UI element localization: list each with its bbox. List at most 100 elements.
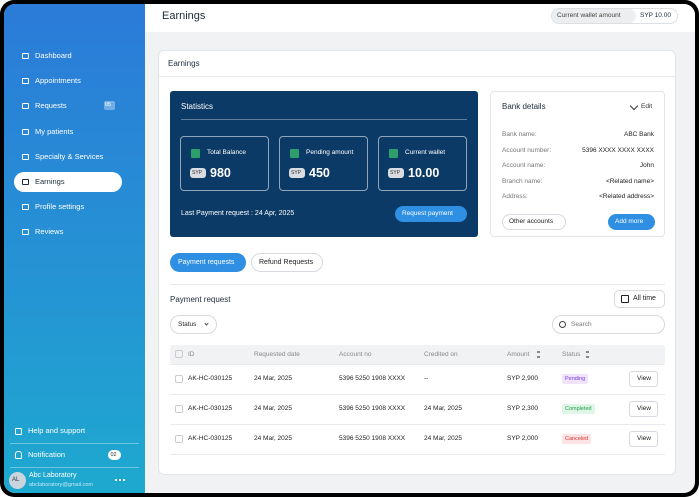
table-cell: 5396 5250 1908 XXXX	[339, 435, 406, 442]
wallet-pill: Current wallet amount SYP 10.00	[551, 8, 678, 24]
nav-item[interactable]: My patients	[35, 126, 74, 136]
nav-icon	[22, 78, 29, 85]
notification-link[interactable]: Notification	[28, 450, 66, 459]
currency-pill: SYP	[190, 168, 206, 178]
calendar-icon	[621, 295, 629, 303]
checkbox[interactable]	[175, 350, 183, 358]
tile-label: Total Balance	[207, 149, 247, 156]
row-divider	[170, 454, 665, 455]
bank-field-value: <Related name>	[605, 177, 654, 185]
stat-tile: Pending amount SYP 450	[279, 136, 368, 191]
add-more-button[interactable]: Add more	[608, 214, 655, 230]
tile-label: Current wallet	[405, 149, 446, 156]
view-button[interactable]: View	[629, 371, 658, 387]
table-cell: SYP 2,000	[507, 435, 538, 442]
nav-item[interactable]: Reviews	[35, 227, 64, 237]
checkbox[interactable]	[175, 405, 183, 413]
edit-link[interactable]: Edit	[641, 103, 653, 110]
nav-icon	[22, 103, 29, 110]
divider	[10, 443, 139, 444]
nav-item[interactable]: Specialty & Services	[35, 151, 104, 161]
table-cell: 24 Mar, 2025	[424, 435, 462, 442]
bank-field-label: Branch name:	[502, 177, 543, 185]
tile-icon	[290, 149, 299, 158]
nav-item[interactable]: Dashboard	[35, 51, 72, 60]
badge-text: 02	[110, 452, 117, 458]
button-label: Add more	[615, 218, 644, 225]
column-header: Credited on	[424, 350, 458, 358]
row-divider	[170, 364, 665, 365]
nav-icon	[22, 128, 29, 135]
bank-field-value: 5396 XXXX XXXX XXXX	[582, 146, 654, 154]
column-header: Account no	[339, 350, 372, 358]
table-cell: 24 Mar, 2025	[254, 375, 292, 382]
wallet-label: Current wallet amount	[557, 12, 621, 19]
table-cell: AK-HC-030125	[188, 405, 233, 412]
other-accounts-button[interactable]: Other accounts	[502, 214, 566, 230]
tile-icon	[389, 149, 398, 158]
column-header: ID	[188, 350, 195, 358]
tab-label: Refund Requests	[259, 258, 314, 266]
all-time-button[interactable]: All time	[614, 290, 665, 308]
tile-amount: 980	[210, 166, 231, 180]
bell-icon	[15, 451, 22, 459]
currency: SYP	[192, 170, 203, 176]
bank-field-value: ABC Bank	[624, 131, 654, 138]
edit-icon[interactable]	[629, 101, 639, 111]
more-icon[interactable]	[115, 479, 125, 481]
button-label: Other accounts	[509, 218, 554, 225]
table-header-bg	[170, 345, 665, 364]
nav-item[interactable]: Requests	[35, 101, 67, 111]
table-cell: SYP 2,300	[507, 405, 538, 412]
stat-tile: Current wallet SYP 10.00	[378, 136, 467, 191]
bank-field-label: Account name:	[502, 162, 546, 170]
statistics-panel: Statistics Total Balance SYP 980 Pending amo…	[170, 91, 478, 237]
status-text: Canceled	[565, 436, 589, 442]
status-text: Pending	[565, 376, 586, 382]
checkbox[interactable]	[175, 375, 183, 383]
nav-item[interactable]: Earnings	[35, 177, 65, 186]
table-cell: 5396 5250 1908 XXXX	[339, 405, 406, 412]
sidebar: Dashboard Appointments Requests My patients…	[4, 4, 145, 493]
status-filter[interactable]: Status	[170, 315, 217, 334]
tab-active[interactable]: Payment requests	[170, 253, 246, 272]
table-cell: AK-HC-030125	[188, 375, 233, 382]
chevron	[204, 321, 209, 326]
tab[interactable]: Refund Requests	[251, 253, 323, 272]
help-link[interactable]: Help and support	[28, 426, 86, 435]
button-label: All time	[633, 295, 656, 302]
sort-icon	[586, 351, 589, 358]
checkbox[interactable]	[175, 435, 183, 443]
bank-field-label: Bank name:	[502, 131, 537, 138]
button-label: View	[637, 405, 651, 412]
divider	[170, 284, 665, 285]
table-cell: --	[424, 375, 429, 382]
request-payment-button[interactable]: Request payment	[395, 206, 467, 222]
divider	[181, 119, 467, 120]
currency-pill: SYP	[388, 168, 404, 178]
button-label: Request payment	[402, 210, 453, 217]
row-divider	[170, 394, 665, 395]
page-title: Earnings	[162, 10, 206, 22]
nav-icon	[22, 153, 29, 160]
currency: SYP	[390, 170, 401, 176]
search-input[interactable]: Search	[552, 315, 665, 334]
sort-icon	[537, 351, 540, 358]
avatar: AL	[9, 472, 26, 489]
divider	[159, 76, 675, 77]
notification-badge: 02	[108, 450, 121, 460]
main-card: Earnings Statistics Total Balance SYP 980 Pen…	[158, 50, 676, 475]
card-title: Earnings	[168, 59, 200, 68]
nav-icon	[22, 229, 29, 236]
nav-icon	[22, 53, 29, 59]
nav-item[interactable]: Appointments	[35, 76, 81, 86]
help-icon	[15, 428, 22, 435]
filter-label: Status	[178, 320, 197, 328]
nav-active-bg	[14, 172, 122, 192]
tile-amount: 10.00	[408, 166, 440, 180]
column-header: Status	[562, 350, 581, 358]
view-button[interactable]: View	[629, 431, 658, 447]
view-button[interactable]: View	[629, 401, 658, 417]
nav-item[interactable]: Profile settings	[35, 202, 85, 212]
